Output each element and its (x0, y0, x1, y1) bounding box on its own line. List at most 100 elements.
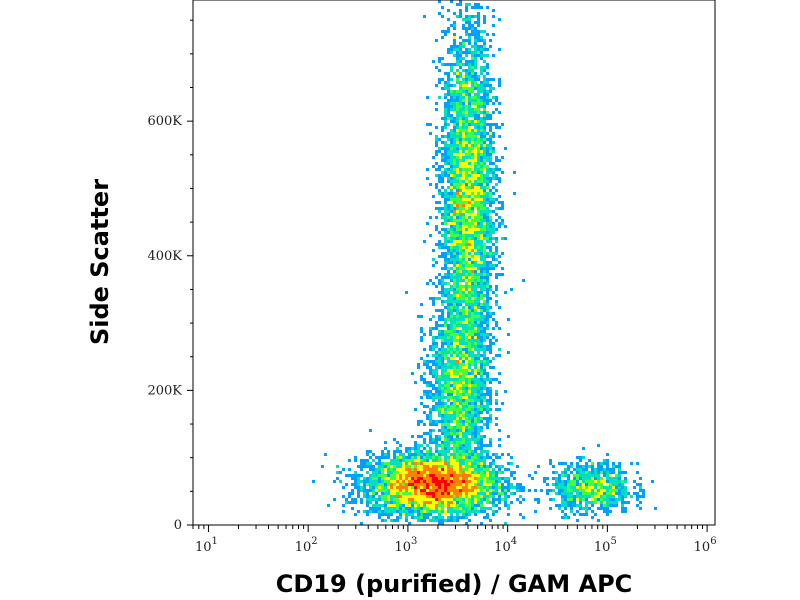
event-point (489, 306, 492, 309)
event-point (477, 159, 480, 162)
event-point (579, 486, 582, 489)
event-point (453, 33, 456, 36)
event-point (450, 360, 453, 363)
event-point (450, 312, 453, 315)
event-point (465, 465, 468, 468)
event-point (465, 387, 468, 390)
event-point (423, 513, 426, 516)
event-point (486, 306, 489, 309)
event-point (441, 429, 444, 432)
event-point (462, 351, 465, 354)
event-point (477, 276, 480, 279)
event-point (462, 501, 465, 504)
event-point (456, 177, 459, 180)
event-point (444, 171, 447, 174)
event-point (456, 417, 459, 420)
event-point (456, 468, 459, 471)
event-point (465, 456, 468, 459)
event-point (471, 150, 474, 153)
event-point (453, 471, 456, 474)
event-point (465, 252, 468, 255)
event-point (471, 288, 474, 291)
event-point (438, 210, 441, 213)
event-point (489, 219, 492, 222)
event-point (477, 453, 480, 456)
event-point (453, 300, 456, 303)
event-point (480, 156, 483, 159)
event-point (444, 348, 447, 351)
event-point (510, 486, 513, 489)
event-point (462, 75, 465, 78)
event-point (405, 504, 408, 507)
event-point (456, 219, 459, 222)
event-point (474, 27, 477, 30)
event-point (486, 270, 489, 273)
event-point (606, 486, 609, 489)
event-point (426, 471, 429, 474)
event-point (432, 375, 435, 378)
event-point (417, 450, 420, 453)
event-point (453, 414, 456, 417)
event-point (474, 96, 477, 99)
event-point (429, 132, 432, 135)
event-point (522, 516, 525, 519)
event-point (477, 126, 480, 129)
event-point (429, 348, 432, 351)
event-point (480, 435, 483, 438)
event-point (483, 159, 486, 162)
event-point (450, 363, 453, 366)
event-point (441, 255, 444, 258)
event-point (435, 321, 438, 324)
event-point (561, 471, 564, 474)
event-point (444, 141, 447, 144)
event-point (489, 387, 492, 390)
event-point (474, 390, 477, 393)
event-point (480, 369, 483, 372)
event-point (513, 486, 516, 489)
event-point (468, 297, 471, 300)
event-point (471, 468, 474, 471)
event-point (474, 213, 477, 216)
event-point (405, 471, 408, 474)
event-point (477, 399, 480, 402)
event-point (459, 480, 462, 483)
event-point (429, 393, 432, 396)
event-point (462, 105, 465, 108)
event-point (480, 237, 483, 240)
event-point (447, 75, 450, 78)
event-point (396, 483, 399, 486)
event-point (465, 402, 468, 405)
event-point (462, 138, 465, 141)
event-point (495, 108, 498, 111)
event-point (441, 402, 444, 405)
event-point (450, 225, 453, 228)
event-point (477, 255, 480, 258)
event-point (453, 480, 456, 483)
event-point (438, 462, 441, 465)
event-point (441, 348, 444, 351)
event-point (465, 420, 468, 423)
event-point (441, 384, 444, 387)
event-point (444, 264, 447, 267)
event-point (459, 99, 462, 102)
event-point (486, 213, 489, 216)
event-point (558, 504, 561, 507)
event-point (420, 456, 423, 459)
event-point (444, 453, 447, 456)
event-point (444, 459, 447, 462)
event-point (468, 291, 471, 294)
event-point (462, 339, 465, 342)
event-point (471, 471, 474, 474)
event-point (483, 492, 486, 495)
event-point (474, 33, 477, 36)
event-point (411, 513, 414, 516)
event-point (450, 492, 453, 495)
event-point (336, 471, 339, 474)
event-point (432, 336, 435, 339)
event-point (468, 60, 471, 63)
event-point (477, 342, 480, 345)
event-point (429, 384, 432, 387)
event-point (468, 465, 471, 468)
event-point (471, 276, 474, 279)
event-point (381, 450, 384, 453)
